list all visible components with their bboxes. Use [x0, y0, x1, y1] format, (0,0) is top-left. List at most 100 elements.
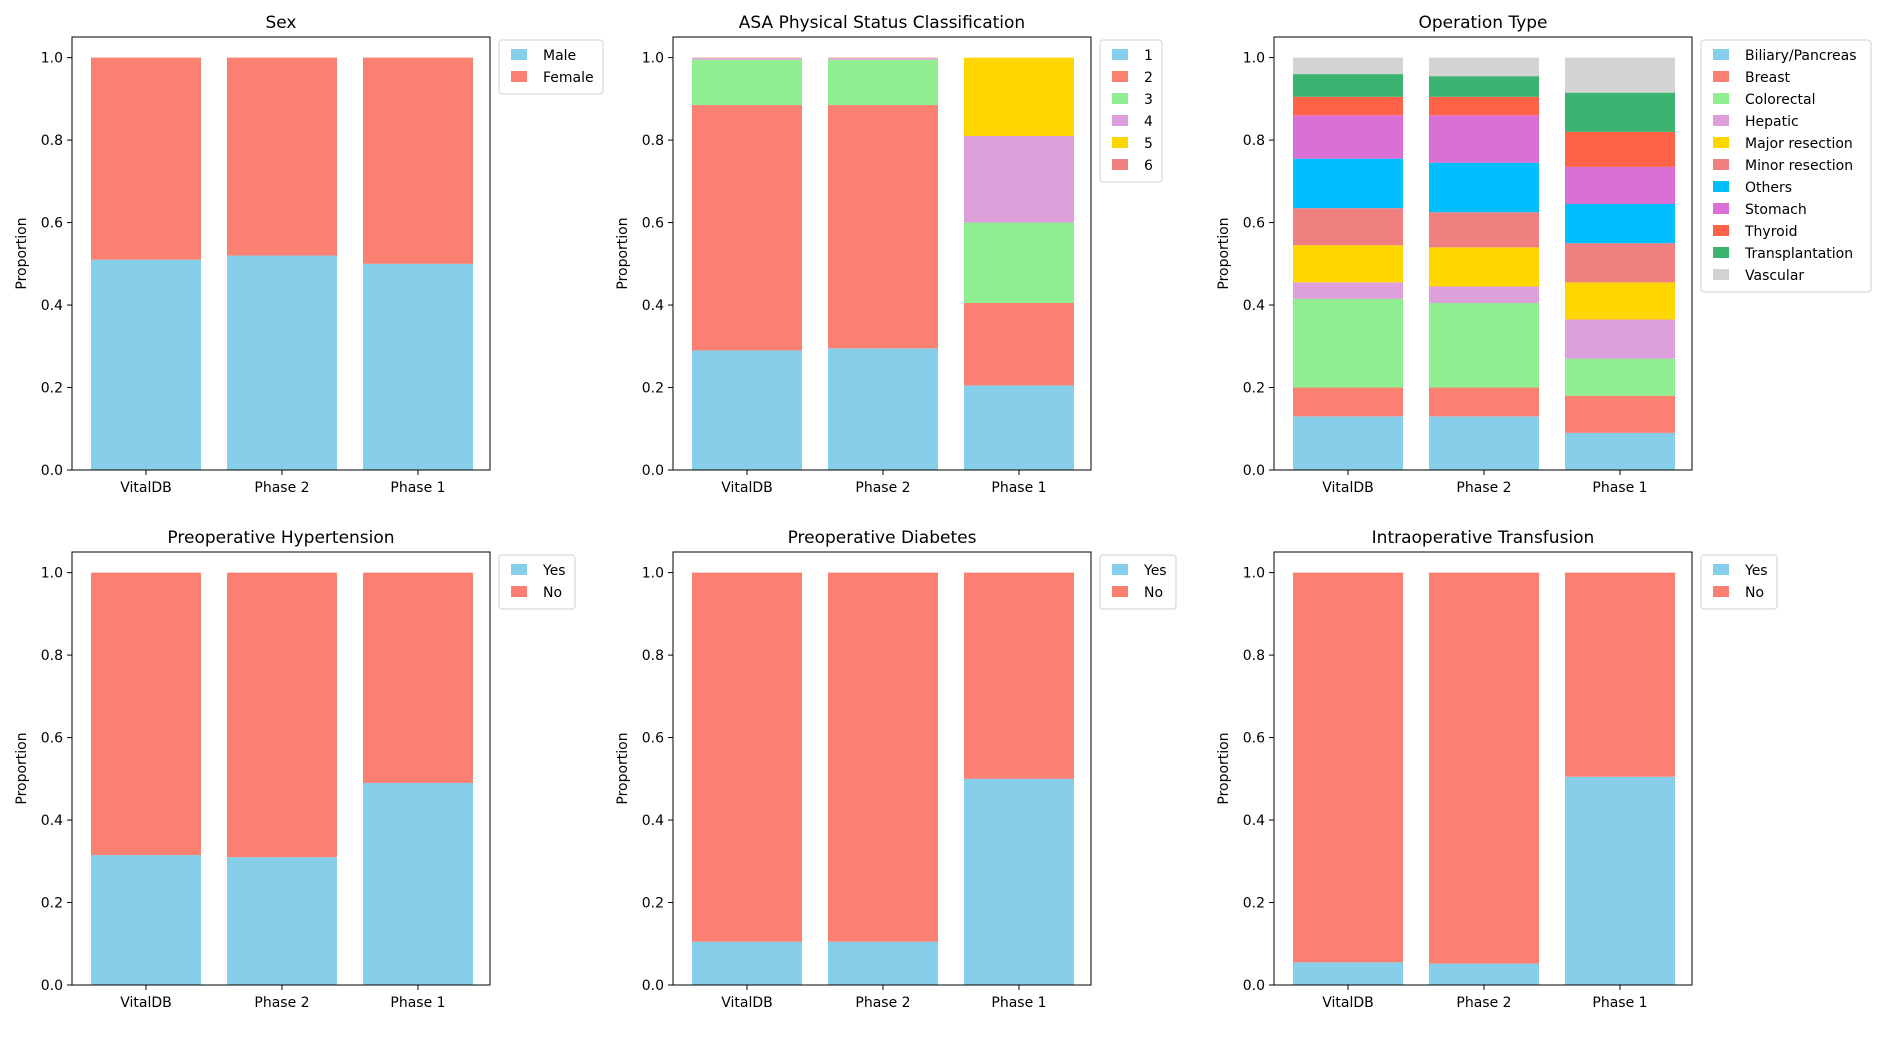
- legend-swatch-2: [1112, 71, 1128, 82]
- chart-hypertension: Preoperative Hypertension 0.0 0.2 0.4 0.6 0.8…: [14, 528, 576, 1011]
- bar-phase-1-yes: [964, 778, 1074, 985]
- y-tick-label: 0.6: [41, 731, 63, 747]
- legend-label-yes: Yes: [1744, 563, 1768, 579]
- x-tick-label: Phase 1: [1592, 995, 1647, 1011]
- bar-phase-1-no: [964, 572, 1074, 779]
- legend-swatch-6: [1112, 159, 1128, 170]
- bar-phase-1-minor-resection: [1565, 243, 1675, 283]
- x-tick-label: Phase 2: [1456, 480, 1511, 496]
- bar-phase-1-male: [363, 263, 473, 470]
- bar-vitaldb-3: [692, 59, 802, 106]
- legend-swatch-biliary-pancreas: [1713, 49, 1729, 60]
- bar-phase-1-yes: [363, 782, 473, 985]
- x-tick-label: Phase 1: [991, 480, 1046, 496]
- bar-phase-2-1: [828, 348, 938, 470]
- y-tick-label: 0.2: [642, 381, 664, 397]
- y-tick-label: 0.4: [642, 813, 664, 829]
- bar-vitaldb-2: [692, 105, 802, 351]
- bar-vitaldb-colorectal: [1293, 298, 1403, 388]
- y-tick-label: 1.0: [642, 51, 664, 67]
- y-tick-label: 0.6: [41, 216, 63, 232]
- chart-title: Preoperative Hypertension: [167, 528, 394, 548]
- bar-phase-2-yes: [828, 941, 938, 985]
- legend: 1 2 3 4 5 6: [1099, 39, 1163, 183]
- axes-frame: [1273, 551, 1693, 986]
- bar-vitaldb-no: [692, 572, 802, 942]
- bar-phase-1-1: [964, 385, 1074, 470]
- y-tick-label: 0.0: [41, 463, 63, 479]
- bar-phase-1-4: [964, 135, 1074, 223]
- legend-swatch-no: [511, 586, 527, 597]
- legend-swatch-thyroid: [1713, 225, 1729, 236]
- bar-phase-2-yes: [227, 857, 337, 985]
- y-tick-label: 0.4: [41, 298, 63, 314]
- x-tick-label: Phase 1: [390, 995, 445, 1011]
- bar-vitaldb-no: [1293, 572, 1403, 963]
- legend-swatch-hepatic: [1713, 115, 1729, 126]
- legend-label-colorectal: Colorectal: [1745, 92, 1816, 108]
- x-tick-label: Phase 1: [390, 480, 445, 496]
- bar-phase-2-major-resection: [1429, 247, 1539, 287]
- bar-phase-1-female: [363, 57, 473, 264]
- chart-operation: Operation Type 0.0 0.2 0.4 0.6 0.8 1.0 VitalDB P…: [1216, 13, 1872, 496]
- legend-label-hepatic: Hepatic: [1745, 114, 1799, 130]
- y-tick-label: 0.6: [1243, 731, 1265, 747]
- legend-label-2: 2: [1144, 70, 1153, 86]
- axes-frame: [672, 36, 1092, 471]
- x-tick-label: VitalDB: [721, 995, 773, 1011]
- y-tick-label: 0.2: [642, 896, 664, 912]
- y-tick-label: 1.0: [1243, 51, 1265, 67]
- y-axis-label: Proportion: [14, 732, 30, 804]
- legend: Yes No: [1099, 554, 1177, 610]
- bar-phase-1-others: [1565, 204, 1675, 244]
- bar-phase-1-vascular: [1565, 57, 1675, 93]
- bar-vitaldb-yes: [692, 941, 802, 985]
- bar-phase-2-no: [227, 572, 337, 858]
- legend-swatch-minor-resection: [1713, 159, 1729, 170]
- y-tick-label: 1.0: [41, 51, 63, 67]
- y-tick-label: 0.0: [642, 978, 664, 994]
- legend-label-major-resection: Major resection: [1745, 136, 1853, 152]
- bar-phase-2-4: [828, 58, 938, 60]
- bar-vitaldb-4: [692, 58, 802, 60]
- chart-title: Intraoperative Transfusion: [1372, 528, 1595, 548]
- bar-phase-1-colorectal: [1565, 358, 1675, 396]
- bar-phase-2-2: [828, 105, 938, 349]
- x-tick-label: Phase 2: [254, 480, 309, 496]
- y-axis-label: Proportion: [615, 732, 631, 804]
- axes-frame: [71, 551, 491, 986]
- chart-asa: ASA Physical Status Classification 0.0 0.2…: [615, 13, 1163, 496]
- x-tick-label: VitalDB: [1322, 995, 1374, 1011]
- legend-label-stomach: Stomach: [1745, 202, 1807, 218]
- bar-phase-1-hepatic: [1565, 319, 1675, 359]
- legend-swatch-others: [1713, 181, 1729, 192]
- y-tick-label: 1.0: [41, 566, 63, 582]
- legend-label-others: Others: [1745, 180, 1792, 196]
- legend-label-biliary-pancreas: Biliary/Pancreas: [1745, 48, 1857, 64]
- legend-swatch-yes: [1112, 564, 1128, 575]
- bar-phase-2-no: [828, 572, 938, 942]
- legend-swatch-transplantation: [1713, 247, 1729, 258]
- legend-swatch-yes: [511, 564, 527, 575]
- bar-phase-1-biliary-pancreas: [1565, 432, 1675, 470]
- legend-swatch-stomach: [1713, 203, 1729, 214]
- y-axis-label: Proportion: [615, 217, 631, 289]
- bar-phase-1-3: [964, 222, 1074, 303]
- x-tick-label: Phase 2: [254, 995, 309, 1011]
- bar-phase-1-transplantation: [1565, 92, 1675, 132]
- bar-vitaldb-vascular: [1293, 57, 1403, 75]
- bar-vitaldb-others: [1293, 158, 1403, 209]
- legend-label-no: No: [1745, 585, 1764, 601]
- y-tick-label: 0.0: [41, 978, 63, 994]
- axes-frame: [672, 551, 1092, 986]
- bar-vitaldb-1: [692, 350, 802, 470]
- legend-label-4: 4: [1144, 114, 1153, 130]
- y-tick-label: 0.6: [642, 216, 664, 232]
- x-tick-label: VitalDB: [120, 480, 172, 496]
- axes-frame: [1273, 36, 1693, 471]
- x-tick-label: Phase 2: [855, 995, 910, 1011]
- bar-phase-2-colorectal: [1429, 302, 1539, 388]
- legend: Biliary/Pancreas Breast Colorectal Hepatic M…: [1700, 39, 1872, 293]
- legend-label-1: 1: [1144, 48, 1153, 64]
